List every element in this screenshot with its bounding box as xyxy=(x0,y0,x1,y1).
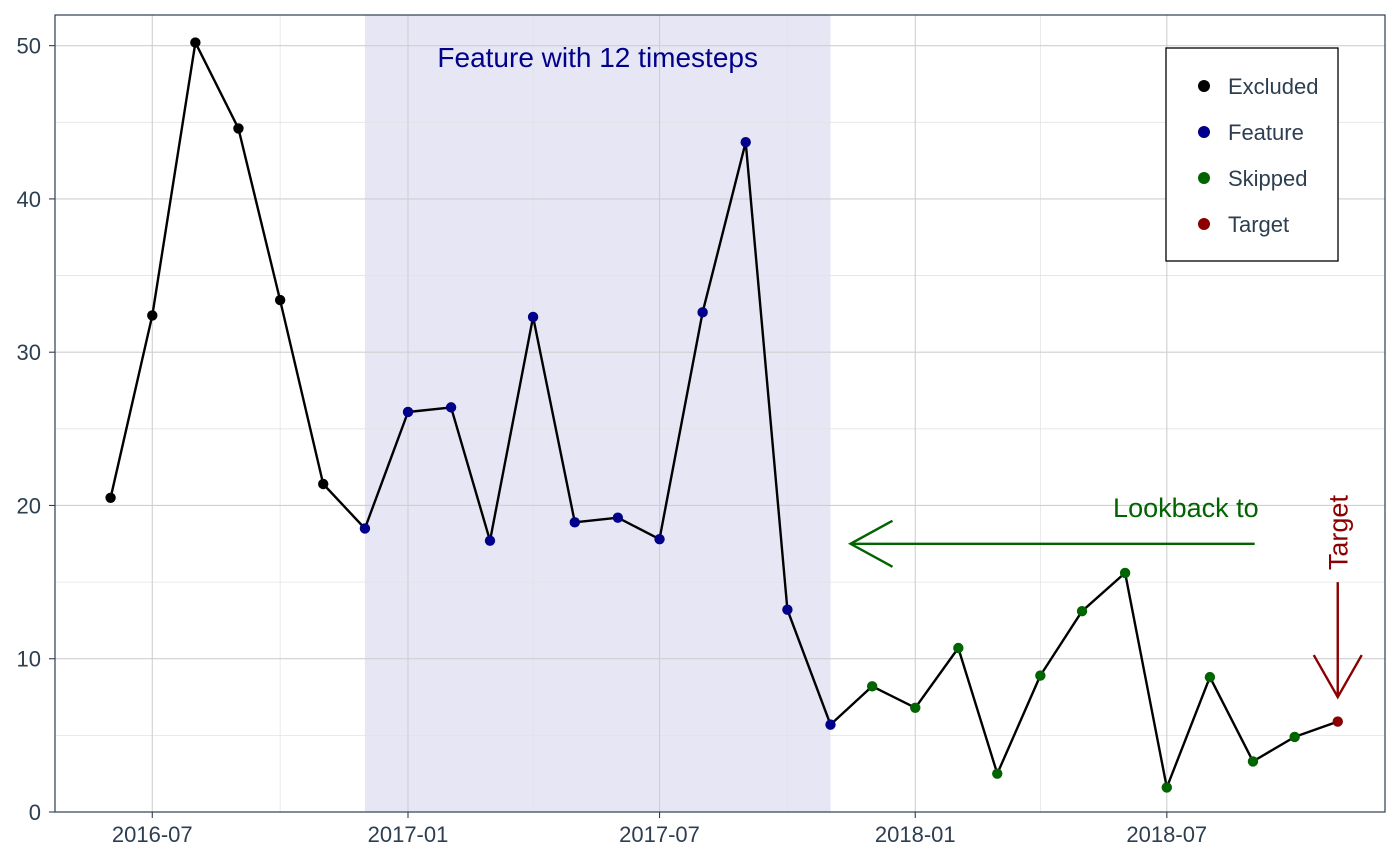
legend-swatch-excluded xyxy=(1198,80,1210,92)
data-point-skipped xyxy=(1204,671,1216,683)
x-tick-label: 2016-07 xyxy=(112,822,193,847)
data-point-feature xyxy=(612,512,624,523)
feature-window-shading xyxy=(364,15,831,812)
y-tick-label: 10 xyxy=(17,647,41,672)
legend-label-feature: Feature xyxy=(1228,120,1304,145)
y-tick-label: 20 xyxy=(17,493,41,518)
data-point-excluded xyxy=(190,37,201,48)
legend-label-target: Target xyxy=(1228,212,1289,237)
data-point-feature xyxy=(569,517,580,528)
data-point-skipped xyxy=(866,681,878,692)
data-point-skipped xyxy=(1035,670,1046,681)
lookback-label: Lookback to xyxy=(1113,493,1259,523)
data-point-excluded xyxy=(147,310,158,321)
series-line xyxy=(109,41,1339,789)
target-arrow-head xyxy=(1312,654,1363,700)
y-tick-label: 0 xyxy=(29,800,41,825)
y-tick-label: 50 xyxy=(17,34,41,59)
y-tick-label: 30 xyxy=(17,340,41,365)
legend-swatch-feature xyxy=(1198,126,1210,138)
x-tick-label: 2018-07 xyxy=(1126,822,1207,847)
data-point-feature xyxy=(359,523,371,534)
data-point-feature xyxy=(484,535,496,546)
y-tick-label: 40 xyxy=(17,187,41,212)
data-point-skipped xyxy=(992,768,1003,779)
data-point-feature xyxy=(697,307,708,318)
data-point-feature xyxy=(445,402,457,413)
data-point-skipped xyxy=(1119,567,1131,579)
data-point-excluded xyxy=(105,492,116,503)
plot-panel-border xyxy=(54,14,1386,813)
data-point-skipped xyxy=(1247,756,1259,767)
data-point-feature xyxy=(825,719,836,730)
target-label: Target xyxy=(1324,495,1354,571)
legend-label-excluded: Excluded xyxy=(1228,74,1319,99)
x-tick-label: 2018-01 xyxy=(875,822,956,847)
data-point-excluded xyxy=(233,123,244,134)
data-point-skipped xyxy=(910,702,921,713)
data-point-target xyxy=(1332,716,1343,727)
x-tick-label: 2017-07 xyxy=(619,822,700,847)
data-point-excluded xyxy=(318,478,329,490)
data-point-skipped xyxy=(1289,731,1300,743)
data-point-feature xyxy=(782,604,793,615)
data-point-skipped xyxy=(1076,606,1088,617)
data-point-feature xyxy=(402,406,414,418)
legend-box xyxy=(1165,47,1339,262)
data-point-skipped xyxy=(1161,782,1173,793)
legend-swatch-skipped xyxy=(1198,172,1210,184)
data-point-feature xyxy=(654,533,665,545)
data-point-feature xyxy=(527,311,539,323)
data-point-feature xyxy=(740,137,751,148)
data-point-excluded xyxy=(274,294,286,306)
legend-swatch-target xyxy=(1198,218,1210,230)
x-tick-label: 2017-01 xyxy=(368,822,449,847)
legend-label-skipped: Skipped xyxy=(1228,166,1308,191)
lookback-arrow-head xyxy=(847,519,894,568)
data-point-skipped xyxy=(953,642,964,654)
feature-window-label: Feature with 12 timesteps xyxy=(437,42,758,73)
